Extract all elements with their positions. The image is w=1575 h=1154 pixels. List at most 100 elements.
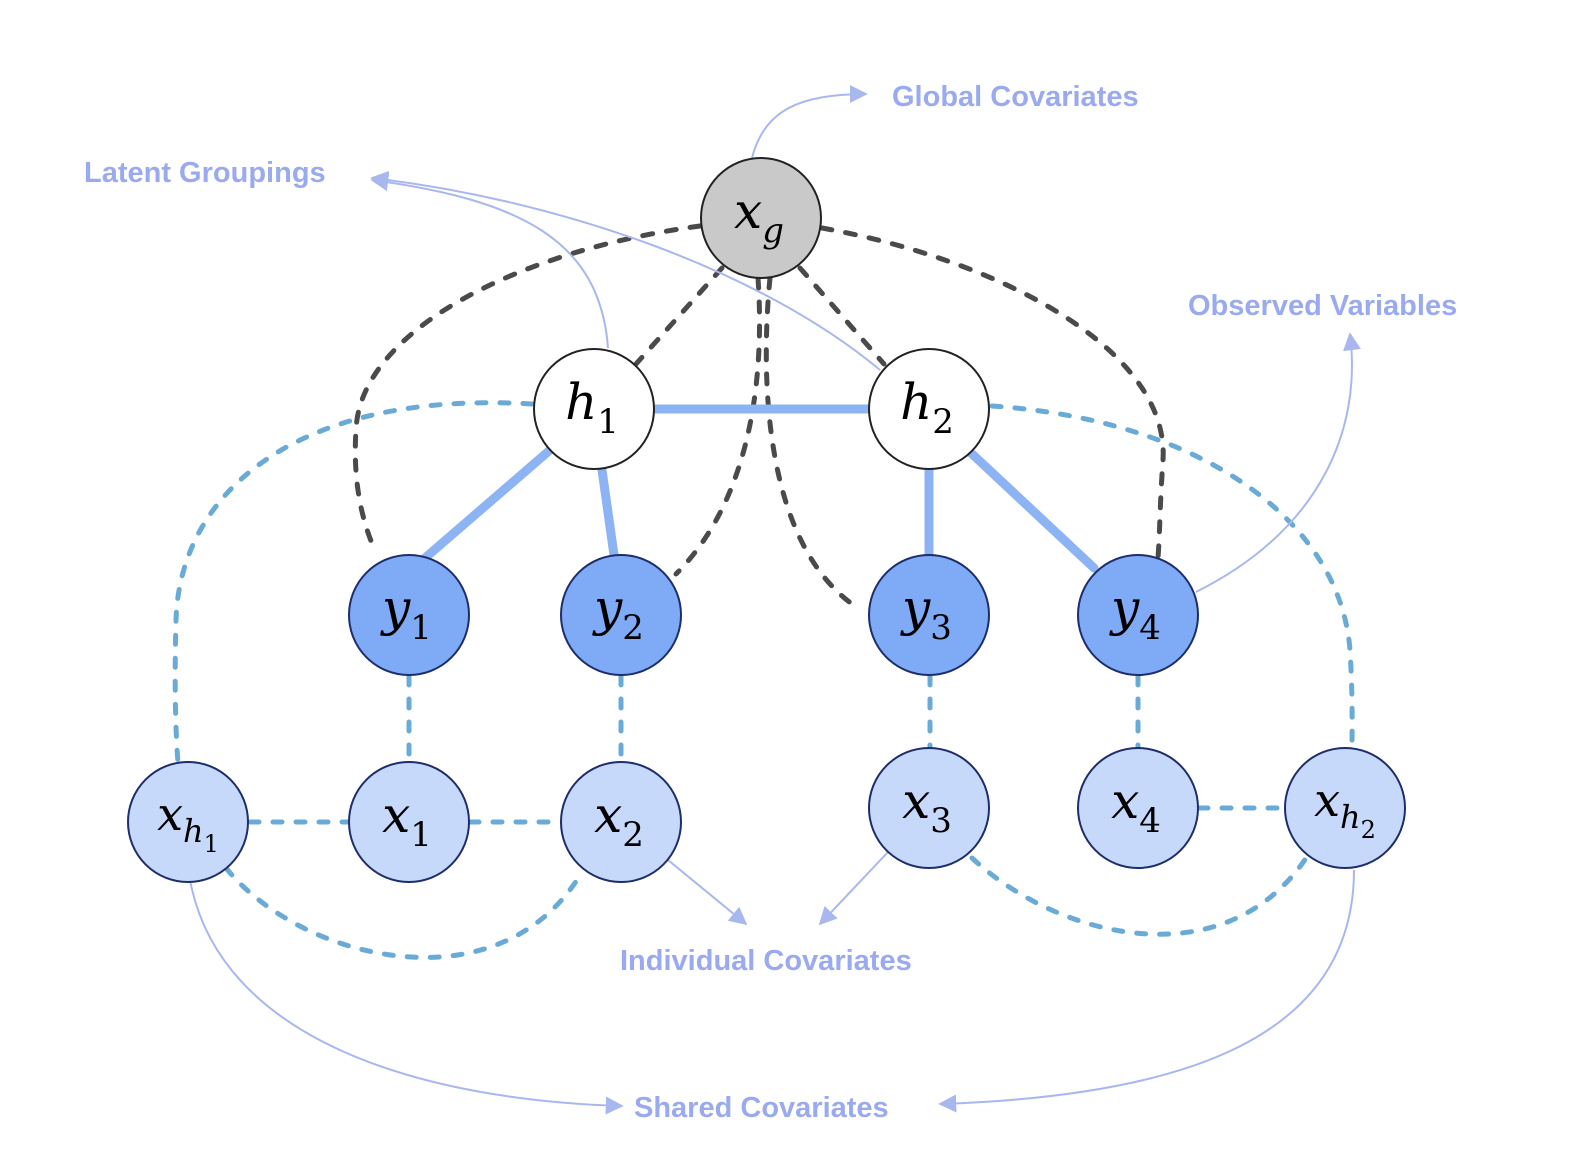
node-x2-base: x xyxy=(594,786,622,844)
node-xh1-circle xyxy=(127,761,249,883)
node-xg-circle xyxy=(700,157,822,279)
node-xg-base: x xyxy=(734,182,762,240)
edge-xg-y3 xyxy=(763,275,855,607)
edge-h1-y1 xyxy=(420,445,555,563)
edge-h2-y4 xyxy=(965,447,1099,573)
node-y2: y2 xyxy=(560,554,682,676)
node-xh2-base: x xyxy=(1314,773,1340,827)
arrow-global-covariates xyxy=(751,85,868,159)
node-x2-label: x2 xyxy=(594,786,644,855)
annotation-arrows xyxy=(189,85,1361,1115)
node-y3-label: y3 xyxy=(900,579,952,648)
node-xh2-circle xyxy=(1284,747,1406,869)
node-y3-circle xyxy=(868,554,990,676)
node-h2-label: h2 xyxy=(900,373,954,442)
node-xg-sub: g xyxy=(762,211,784,251)
node-h1-sub: 1 xyxy=(597,402,619,442)
node-x3: x3 xyxy=(868,747,990,869)
node-x1-label: x1 xyxy=(382,786,432,855)
node-y2-circle xyxy=(560,554,682,676)
node-x1-base: x xyxy=(382,786,410,844)
node-h2-sub: 2 xyxy=(932,402,954,442)
node-y4-base: y xyxy=(1109,579,1140,637)
node-y2-label: y2 xyxy=(592,579,644,648)
node-x1: x1 xyxy=(348,761,470,883)
node-h2: h2 xyxy=(868,348,990,470)
node-x2-circle xyxy=(560,761,682,883)
covariate-dashed-edges xyxy=(172,400,1355,960)
arrow-individual-x2 xyxy=(667,859,748,926)
node-xh1-subsub: 1 xyxy=(204,830,219,858)
node-xh2: xh2 xyxy=(1284,747,1406,869)
node-x3-label: x3 xyxy=(902,772,952,841)
node-x3-sub: 3 xyxy=(930,801,952,841)
individual-covariates-label: Individual Covariates xyxy=(620,945,912,977)
node-x3-circle xyxy=(868,747,990,869)
node-x2-sub: 2 xyxy=(622,815,644,855)
node-h1-circle xyxy=(533,348,655,470)
arrow-individual-x3 xyxy=(818,851,889,926)
node-xh1-sub: h xyxy=(183,812,204,850)
node-y1-base: y xyxy=(380,579,411,637)
node-y1-label: y1 xyxy=(380,579,432,648)
solid-edges xyxy=(420,404,1099,573)
node-y3-sub: 3 xyxy=(930,608,952,648)
node-y1: y1 xyxy=(348,554,470,676)
node-x4-circle xyxy=(1077,747,1199,869)
arrow-shared-xh1 xyxy=(189,879,624,1115)
node-xh1: xh1 xyxy=(127,761,249,883)
edge-xg-y2 xyxy=(673,275,763,577)
node-x4-sub: 4 xyxy=(1139,801,1161,841)
node-x1-sub: 1 xyxy=(410,815,432,855)
node-h1-base: h xyxy=(565,373,597,431)
global-covariates-label: Global Covariates xyxy=(892,81,1139,113)
edge-xg-y1 xyxy=(352,223,703,551)
node-y2-sub: 2 xyxy=(622,608,644,648)
node-y4-label: y4 xyxy=(1109,579,1161,648)
node-y3-base: y xyxy=(900,579,931,637)
node-h2-base: h xyxy=(900,373,932,431)
node-y4: y4 xyxy=(1077,554,1199,676)
node-y2-base: y xyxy=(592,579,623,637)
node-xg-label: xg xyxy=(734,182,784,251)
observed-variables-label: Observed Variables xyxy=(1188,290,1457,322)
node-x2: x2 xyxy=(560,761,682,883)
edge-xg-h2 xyxy=(797,265,887,367)
edge-xg-y4 xyxy=(819,225,1166,561)
node-xh2-label: xh2 xyxy=(1314,773,1376,844)
node-h1-label: h1 xyxy=(565,373,619,442)
node-h1: h1 xyxy=(533,348,655,470)
node-y4-sub: 4 xyxy=(1139,608,1161,648)
edge-h1-y2 xyxy=(597,465,619,560)
node-y4-circle xyxy=(1077,554,1199,676)
arrow-latent-h1 xyxy=(370,173,609,349)
node-x4: x4 xyxy=(1077,747,1199,869)
node-y1-circle xyxy=(348,554,470,676)
node-x4-base: x xyxy=(1111,772,1139,830)
edge-h1-xh1 xyxy=(172,400,535,765)
arrow-latent-h2 xyxy=(370,170,881,371)
node-y3: y3 xyxy=(868,554,990,676)
node-xg: xg xyxy=(700,157,822,279)
latent-groupings-label: Latent Groupings xyxy=(84,157,326,189)
node-h2-circle xyxy=(868,348,990,470)
callout-labels: Global Covariates Latent Groupings Obser… xyxy=(84,81,1457,1124)
node-xh2-sub: h xyxy=(1340,798,1361,836)
edge-h2-xh2 xyxy=(989,403,1355,753)
edge-xg-h1 xyxy=(633,265,725,367)
node-x3-base: x xyxy=(902,772,930,830)
node-x4-label: x4 xyxy=(1111,772,1161,841)
node-y1-sub: 1 xyxy=(410,608,432,648)
shared-covariates-label: Shared Covariates xyxy=(634,1092,889,1124)
arrow-observed-variables xyxy=(1195,332,1361,593)
edge-xh1-x2 xyxy=(223,865,585,960)
node-xh1-label: xh1 xyxy=(157,787,219,858)
node-x1-circle xyxy=(348,761,470,883)
node-xh1-base: x xyxy=(157,787,183,841)
edge-x3-xh2 xyxy=(969,849,1313,937)
global-dashed-edges xyxy=(352,223,1166,607)
arrow-shared-xh2 xyxy=(938,869,1355,1113)
node-xh2-subsub: 2 xyxy=(1361,816,1376,844)
